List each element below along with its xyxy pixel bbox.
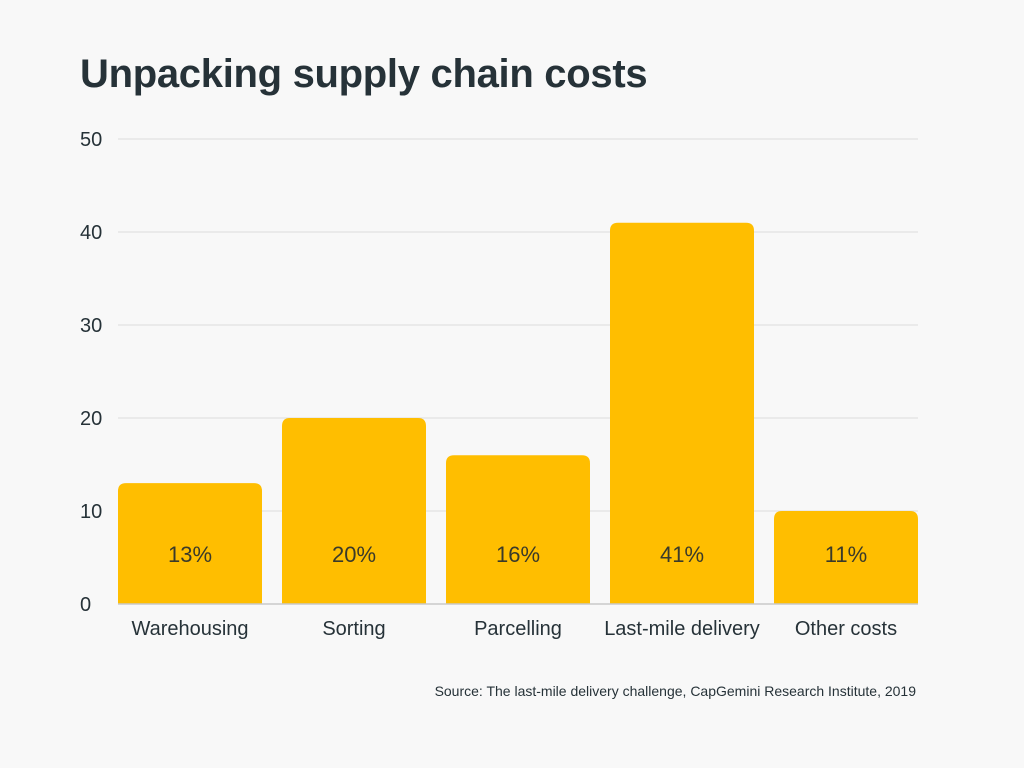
data-label: 20% xyxy=(332,542,376,567)
x-tick-label: Last-mile delivery xyxy=(604,618,760,640)
y-tick-label: 20 xyxy=(80,408,102,430)
x-tick-label: Other costs xyxy=(795,618,897,640)
y-tick-label: 50 xyxy=(80,129,102,151)
y-tick-label: 30 xyxy=(80,315,102,337)
chart-title: Unpacking supply chain costs xyxy=(80,52,648,96)
data-label: 13% xyxy=(168,542,212,567)
bar xyxy=(774,511,918,604)
bar xyxy=(118,483,262,604)
data-label: 41% xyxy=(660,542,704,567)
data-label: 11% xyxy=(825,542,867,567)
x-tick-label: Sorting xyxy=(322,618,385,640)
y-tick-label: 40 xyxy=(80,222,102,244)
bar xyxy=(610,222,754,604)
source-note: Source: The last-mile delivery challenge… xyxy=(434,683,916,699)
data-label: 16% xyxy=(496,542,540,567)
y-tick-label: 0 xyxy=(80,594,91,616)
y-tick-label: 10 xyxy=(80,501,102,523)
bar xyxy=(446,455,590,604)
x-tick-label: Parcelling xyxy=(474,618,562,640)
x-tick-label: Warehousing xyxy=(131,618,248,640)
bar xyxy=(282,418,426,604)
